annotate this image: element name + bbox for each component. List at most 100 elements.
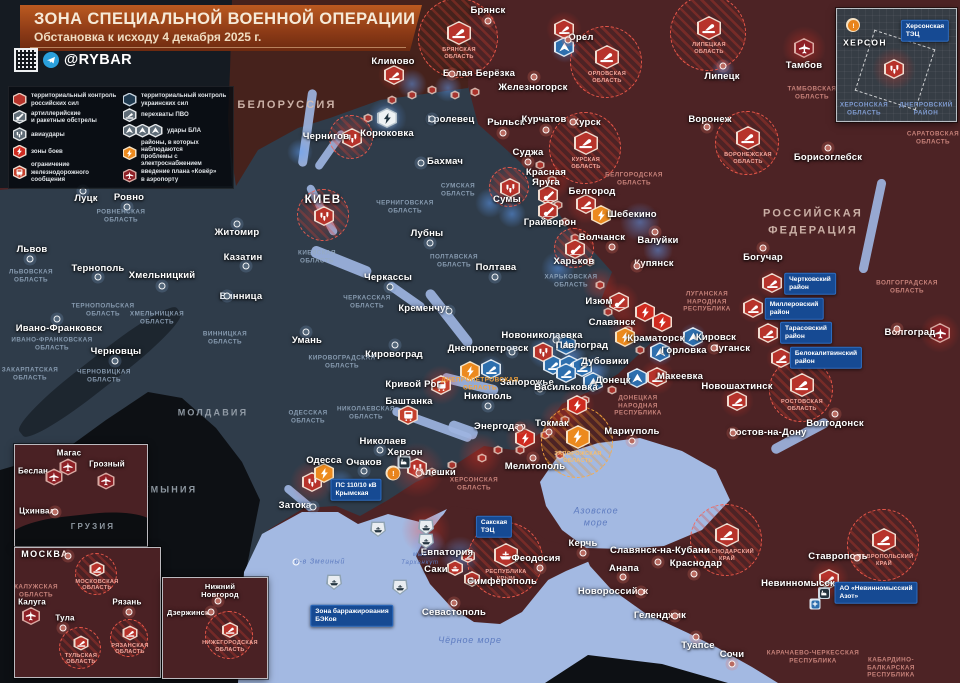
city-label-николаев: Николаев: [359, 435, 407, 447]
drone-glyph: [149, 124, 163, 138]
legend-item: районы, в которых наблюдаются проблемы с…: [122, 139, 230, 168]
plane-glyph: [22, 607, 40, 625]
city-label-волгодонск: Волгодонск: [806, 417, 864, 429]
strike-zone-city: [489, 167, 529, 207]
drone-glyph: [556, 335, 576, 355]
city-dot-кировоград: [391, 341, 399, 349]
marker-hex-rus-icon: [407, 90, 417, 100]
missile-glyph: [556, 363, 576, 383]
city-dot-железногорск: [530, 73, 538, 81]
city-label-новороссийск: Новороссийск: [577, 585, 649, 597]
city-dot-воронеж: [703, 123, 711, 131]
city-dot-затока: [309, 503, 317, 511]
zone-label: МОСКОВСКАЯ ОБЛАСТЬ: [75, 578, 119, 592]
legend-hex-ukr-icon: [122, 92, 137, 107]
city-dot-мариуполь: [628, 437, 636, 445]
inset-moscow: МОСКОВСКАЯ ОБЛАСТЬ ТУЛЬСКАЯ ОБЛАСТЬ РЯЗАНС…: [14, 547, 161, 678]
map-title: ЗОНА СПЕЦИАЛЬНОЙ ВОЕННОЙ ОПЕРАЦИИ: [34, 10, 416, 28]
marker-fill: [387, 467, 399, 479]
bombs-glyph: [302, 472, 322, 492]
missile-glyph: [762, 273, 782, 293]
city-label-чернигов: Чернигов: [302, 130, 350, 142]
region-label-карачаево-черкесская: КАРАЧАЕВО-ЧЕРКЕССКАЯ РЕСПУБЛИКА: [766, 649, 860, 664]
missile-glyph: [123, 626, 138, 641]
city-dot-кременчуг: [445, 307, 453, 315]
region-label-винницкая: ВИННИЦКАЯ ОБЛАСТЬ: [202, 330, 248, 345]
city-dot-брянск: [484, 17, 492, 25]
city-dot-мелитополь: [529, 454, 537, 462]
marker-pvo-red-icon: [576, 194, 596, 214]
missile-glyph: [736, 126, 760, 150]
marker-fill: [537, 162, 543, 168]
marker-rail-red-icon: [431, 375, 451, 395]
marker-fill: [847, 19, 859, 31]
legend-kovyor-icon: [122, 168, 137, 183]
region-label-николаевская: НИКОЛАЕВСКАЯ ОБЛАСТЬ: [337, 405, 395, 420]
drone-glyph: [583, 372, 603, 392]
marker-fill: [555, 202, 561, 208]
marker-pvo-red-icon: [384, 65, 404, 85]
city-dot-волгоград: [893, 325, 901, 333]
missile-glyph: [771, 348, 791, 368]
marker-ind-dark-icon: [397, 455, 411, 469]
lightning-glyph: [515, 428, 535, 448]
info-tag-херсонская: Херсонская ТЭЦ: [900, 19, 950, 43]
missile-glyph: [90, 562, 105, 577]
city-label-изюм: Изюм: [585, 295, 613, 307]
sea-label-азовское: Азовское море: [573, 505, 619, 527]
city-label-кировоград: Кировоград: [365, 348, 423, 360]
city-dot-волгодонск: [831, 410, 839, 418]
info-tag-белокалитвинский: Белокалитвинский район: [789, 346, 863, 370]
marker-drone-gray-icon: [135, 123, 150, 138]
country-label-белоруссия: БЕЛОРУССИЯ: [237, 98, 337, 111]
city-dot-борисоглебск: [824, 144, 832, 152]
city-dot-винница: [223, 292, 231, 300]
city-label-кривой-рог: Кривой Рог: [385, 378, 441, 390]
city-dot-анапа: [619, 573, 627, 581]
legend-label: удары БЛА: [167, 127, 202, 135]
city-dot-нижний-новгород: [214, 597, 222, 605]
info-tag-ао-«невинномысский: АО «Невинномысский Азот»: [834, 581, 918, 605]
marker-pvo-red-icon: [715, 523, 739, 547]
city-label-саки: Саки: [424, 563, 448, 575]
city-label-харьков: Харьков: [553, 255, 595, 267]
legend-item: введение плана «Ковёр» в аэропорту: [122, 168, 230, 183]
strike-zone-city: [297, 189, 349, 241]
strike-zone-нижегородская: НИЖЕГОРОДСКАЯ ОБЛАСТЬ: [202, 611, 258, 659]
region-label-полтавская: ПОЛТАВСКАЯ ОБЛАСТЬ: [430, 253, 478, 268]
region-label-белгородская: БЕЛГОРОДСКАЯ ОБЛАСТЬ: [605, 171, 663, 186]
city-label-корюковка: Корюковка: [360, 127, 414, 139]
lightning-glyph: [652, 312, 672, 332]
bombs-glyph: [500, 178, 520, 198]
marker-kovyor-icon: [45, 468, 63, 486]
lightning-glyph: [377, 108, 397, 128]
region-label-тамбовская: ТАМБОВСКАЯ ОБЛАСТЬ: [787, 85, 837, 100]
city-dot-валуйки: [651, 228, 659, 236]
missile-glyph: [123, 108, 137, 122]
city-label-евпатория: Евпатория: [420, 546, 474, 558]
marker-fill: [549, 177, 555, 183]
plane-glyph: [46, 469, 63, 486]
legend-art-gray-icon: [12, 109, 27, 124]
legend-label: перехваты ПВО: [141, 111, 189, 119]
legend-label: районы, в которых наблюдаются проблемы с…: [141, 138, 202, 168]
train-glyph: [431, 375, 451, 395]
marker-avia-red-icon: [533, 342, 553, 362]
marker-pvo-red-icon: [736, 126, 760, 150]
city-dot-кролевец: [428, 115, 436, 123]
city-label-волчанск: Волчанск: [578, 231, 626, 243]
country-label-румыния: РУМЫНИЯ: [134, 484, 198, 495]
marker-hex-rus-icon: [553, 200, 563, 210]
city-dot-новониколаевка: [552, 336, 560, 344]
city-dot-днепропетровск: [508, 348, 516, 356]
city-dot-бахмач: [417, 159, 425, 167]
missile-glyph: [574, 131, 598, 155]
marker-pvo-red-icon: [758, 323, 778, 343]
city-label-запорожье: Запорожье: [500, 376, 554, 388]
lightning-glyph: [591, 205, 611, 225]
boat-glyph: [392, 579, 408, 595]
marker-hex-rus-icon: [12, 92, 27, 107]
marker-drone-blue-icon: [583, 372, 603, 392]
sea-label-чёрное-море: Чёрное море: [438, 635, 502, 646]
marker-fill: [452, 92, 458, 98]
